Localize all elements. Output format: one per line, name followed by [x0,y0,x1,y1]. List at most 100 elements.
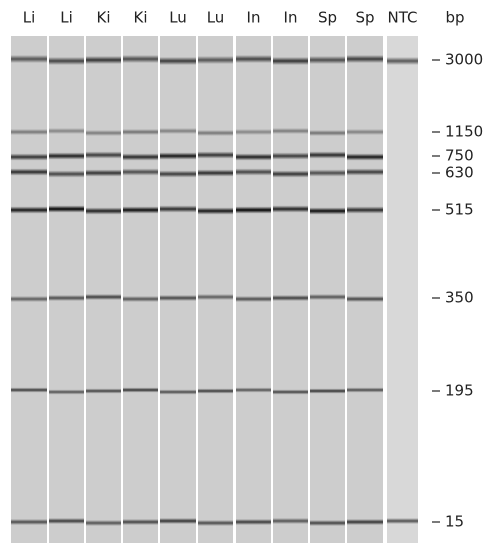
marker-label: 15 [445,513,464,531]
band [160,389,196,395]
band [86,520,121,526]
band [86,207,121,215]
band [160,170,196,178]
band [198,207,233,215]
band [49,128,84,134]
band [310,169,345,177]
band [273,152,308,160]
marker-label: 630 [445,164,474,182]
lane-label: Lu [169,9,187,27]
lane [49,36,84,543]
band [198,294,233,300]
marker-label: 195 [445,382,474,400]
lane-label: In [247,9,261,27]
band [11,519,47,525]
band [198,130,233,136]
band [347,168,383,176]
band [123,387,158,393]
band [236,206,271,214]
unit-label: bp [445,9,464,27]
lane [160,36,196,543]
band [347,55,383,63]
band [347,129,383,135]
band [123,153,158,161]
band [198,151,233,159]
band [236,129,271,135]
marker-label: 515 [445,201,474,219]
band [86,151,121,159]
lane-label: Li [23,9,36,27]
lane-label: Sp [355,9,374,27]
band [123,168,158,176]
band [310,520,345,526]
band [310,151,345,159]
lane [123,36,158,543]
lane [347,36,383,543]
band [347,296,383,302]
band [11,55,47,63]
band [86,294,121,300]
band [310,56,345,64]
band [310,130,345,136]
band [86,388,121,394]
band [123,206,158,214]
band [123,55,158,63]
band [236,387,271,393]
lane [387,36,418,543]
band [273,57,308,65]
band [49,170,84,178]
band [273,389,308,395]
band [160,205,196,213]
band [310,294,345,300]
lane [273,36,308,543]
band [347,387,383,393]
band [11,296,47,302]
band [198,56,233,64]
band [198,388,233,394]
lane [310,36,345,543]
band [86,56,121,64]
lane [86,36,121,543]
lane-label: Ki [133,9,147,27]
band [160,128,196,134]
band [387,518,418,524]
band [347,519,383,525]
band [387,57,418,65]
marker-label: 3000 [445,51,483,69]
band [236,296,271,302]
lane [236,36,271,543]
band [11,129,47,135]
band [198,520,233,526]
band [49,205,84,213]
band [11,153,47,161]
band [11,168,47,176]
band [11,387,47,393]
band [49,57,84,65]
band [273,205,308,213]
band [160,57,196,65]
lane-label: Li [60,9,73,27]
marker-label: 750 [445,147,474,165]
band [347,153,383,161]
band [123,296,158,302]
band [273,128,308,134]
lane-label: NTC [388,9,418,27]
band [236,168,271,176]
lane-label: Sp [318,9,337,27]
lane-label: In [284,9,298,27]
lane [198,36,233,543]
band [273,295,308,301]
band [236,519,271,525]
marker-label: 350 [445,289,474,307]
band [86,169,121,177]
band [160,518,196,524]
band [310,388,345,394]
lane-label: Lu [207,9,225,27]
band [236,153,271,161]
band [86,130,121,136]
band [123,129,158,135]
band [273,170,308,178]
band [123,519,158,525]
band [49,389,84,395]
